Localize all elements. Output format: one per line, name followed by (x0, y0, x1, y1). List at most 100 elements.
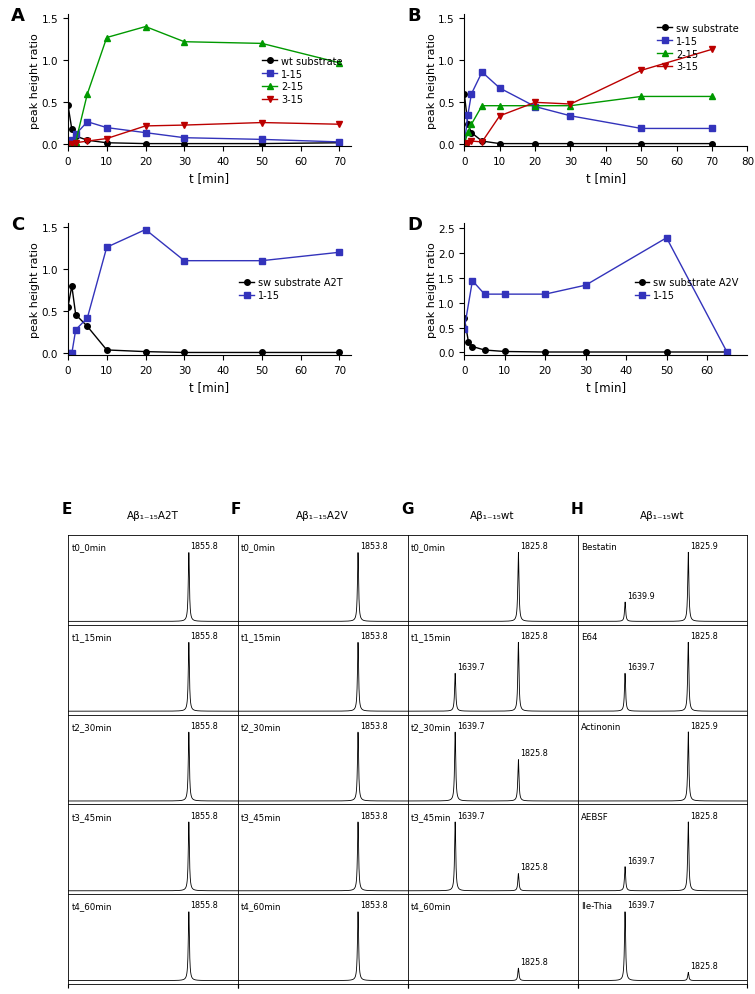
Text: Actinonin: Actinonin (581, 722, 621, 731)
Text: D: D (408, 216, 423, 234)
1-15 (335, 137, 344, 149)
Text: t0_0min: t0_0min (242, 543, 276, 552)
Text: 1825.9: 1825.9 (690, 721, 718, 731)
wt substrate (102, 137, 111, 149)
Text: 1853.8: 1853.8 (359, 811, 387, 820)
2-15 (566, 100, 575, 112)
3-15 (83, 136, 92, 148)
2-15 (102, 33, 111, 45)
Text: t3_45min: t3_45min (71, 812, 112, 821)
Text: t3_45min: t3_45min (242, 812, 282, 821)
Line: 2-15: 2-15 (461, 94, 715, 148)
sw substrate (495, 138, 504, 150)
3-15 (495, 110, 504, 122)
wt substrate (71, 131, 80, 143)
sw substrate (467, 127, 476, 139)
Y-axis label: peak height ratio: peak height ratio (30, 242, 40, 337)
Text: A: A (11, 7, 25, 25)
Text: t1_15min: t1_15min (242, 632, 282, 641)
1-15 (180, 132, 189, 144)
2-15 (636, 91, 646, 103)
Text: Bestatin: Bestatin (581, 543, 617, 552)
Text: F: F (231, 501, 242, 517)
sw substrate A2T (63, 302, 72, 314)
Text: 1639.9: 1639.9 (627, 591, 655, 600)
Text: 1639.7: 1639.7 (457, 662, 485, 671)
Text: 1639.7: 1639.7 (457, 721, 485, 731)
1-15 (67, 135, 76, 147)
3-15 (335, 119, 344, 131)
Text: 1855.8: 1855.8 (190, 901, 218, 910)
1-15 (83, 116, 92, 128)
sw substrate A2T (180, 347, 189, 359)
Text: t4_60min: t4_60min (411, 902, 451, 911)
Legend: wt substrate, 1-15, 2-15, 3-15: wt substrate, 1-15, 2-15, 3-15 (258, 53, 347, 109)
sw substrate A2T (257, 347, 267, 359)
Line: sw substrate A2V: sw substrate A2V (461, 315, 730, 356)
Text: 1825.8: 1825.8 (520, 542, 548, 551)
Text: 1825.8: 1825.8 (520, 957, 548, 966)
3-15 (467, 136, 476, 148)
Text: E64: E64 (581, 632, 597, 641)
Line: 2-15: 2-15 (65, 25, 342, 148)
sw substrate A2T (67, 280, 76, 292)
2-15 (335, 58, 344, 70)
3-15 (67, 138, 76, 150)
Line: wt substrate: wt substrate (65, 103, 342, 147)
Text: 1825.8: 1825.8 (520, 748, 548, 757)
3-15 (464, 137, 473, 149)
2-15 (495, 100, 504, 112)
2-15 (83, 88, 92, 100)
Line: sw substrate: sw substrate (461, 92, 715, 147)
Y-axis label: peak height ratio: peak height ratio (30, 33, 40, 129)
3-15 (460, 139, 469, 151)
Text: t3_45min: t3_45min (411, 812, 451, 821)
2-15 (707, 91, 716, 103)
wt substrate (63, 99, 72, 111)
Text: t1_15min: t1_15min (411, 632, 451, 641)
1-15 (257, 134, 267, 146)
3-15 (707, 45, 716, 57)
sw substrate (707, 138, 716, 150)
Line: 1-15: 1-15 (461, 236, 730, 356)
wt substrate (67, 124, 76, 136)
sw substrate (531, 138, 540, 150)
sw substrate A2V (501, 346, 510, 358)
1-15 (501, 289, 510, 301)
3-15 (636, 66, 646, 78)
2-15 (63, 139, 72, 151)
sw substrate A2V (460, 312, 469, 324)
Text: B: B (408, 7, 421, 25)
Text: 1639.7: 1639.7 (627, 901, 655, 910)
Line: 1-15: 1-15 (65, 120, 342, 148)
sw substrate (460, 88, 469, 100)
Line: 3-15: 3-15 (461, 48, 715, 148)
Text: t4_60min: t4_60min (242, 902, 282, 911)
1-15 (71, 324, 80, 336)
Text: C: C (11, 216, 25, 234)
wt substrate (180, 138, 189, 150)
1-15 (257, 255, 267, 267)
sw substrate (464, 119, 473, 131)
2-15 (467, 119, 476, 131)
3-15 (477, 137, 486, 149)
Text: 1825.8: 1825.8 (690, 631, 718, 640)
1-15 (71, 129, 80, 141)
Legend: sw substrate A2T, 1-15: sw substrate A2T, 1-15 (236, 274, 347, 305)
sw substrate A2T (141, 346, 150, 358)
Text: 1825.8: 1825.8 (690, 811, 718, 820)
1-15 (662, 233, 671, 245)
Text: 1639.7: 1639.7 (457, 811, 485, 820)
3-15 (180, 120, 189, 132)
1-15 (464, 110, 473, 122)
Line: 1-15: 1-15 (65, 228, 342, 357)
Text: t0_0min: t0_0min (411, 543, 446, 552)
Text: AEBSF: AEBSF (581, 812, 609, 821)
2-15 (531, 100, 540, 112)
3-15 (141, 121, 150, 133)
sw substrate A2V (468, 341, 477, 353)
Text: Aβ₁₋₁₅A2T: Aβ₁₋₁₅A2T (127, 510, 179, 521)
X-axis label: t [min]: t [min] (190, 172, 230, 185)
X-axis label: t [min]: t [min] (586, 172, 626, 185)
1-15 (63, 139, 72, 151)
